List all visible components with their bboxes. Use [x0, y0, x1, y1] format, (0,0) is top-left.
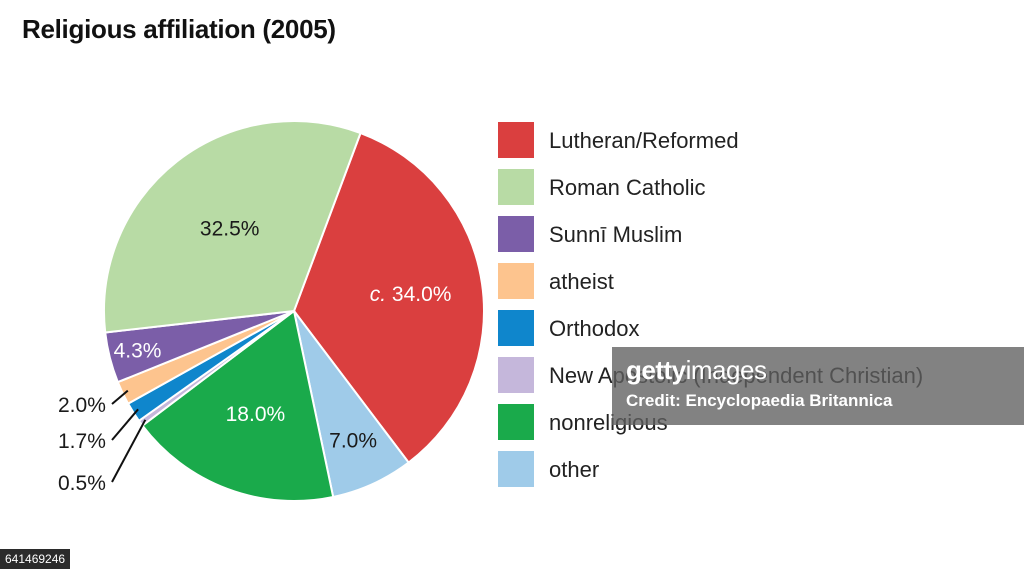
legend-swatch — [498, 451, 534, 487]
legend-label: Sunnī Muslim — [549, 222, 683, 247]
legend-item-atheist: atheist — [498, 263, 998, 303]
legend-swatch — [498, 263, 534, 299]
slice-label-4: 1.7% — [58, 430, 106, 453]
legend-item-roman-catholic: Roman Catholic — [498, 169, 998, 209]
slice-label-3: 0.5% — [58, 472, 106, 495]
getty-watermark: gettyimages Credit: Encyclopaedia Britan… — [612, 347, 1024, 425]
legend-swatch — [498, 122, 534, 158]
slice-label-1: 7.0% — [329, 430, 377, 453]
legend-label: other — [549, 457, 600, 482]
legend-label: atheist — [549, 269, 614, 294]
legend-swatch — [498, 404, 534, 440]
chart-title: Religious affiliation (2005) — [22, 14, 336, 44]
legend-label: Roman Catholic — [549, 175, 706, 200]
legend-item-other: other — [498, 451, 998, 491]
slice-label-6: 4.3% — [114, 340, 162, 363]
getty-logo: gettyimages — [626, 355, 767, 386]
slice-label-0: c. 34.0% — [370, 283, 452, 306]
leader-line-3 — [111, 419, 147, 483]
legend-label: Lutheran/Reformed — [549, 128, 739, 153]
leader-line-4 — [111, 408, 139, 441]
logo-text-images: images — [685, 355, 767, 385]
pie-slice-7 — [103, 119, 362, 334]
logo-text-getty: getty — [626, 355, 686, 385]
legend-label: Orthodox — [549, 316, 640, 341]
image-id-badge: 641469246 — [0, 549, 71, 569]
leader-line-5 — [111, 389, 129, 405]
pie-slice-2 — [141, 309, 335, 502]
credit-text: Credit: Encyclopaedia Britannica — [626, 391, 893, 410]
legend-swatch — [498, 216, 534, 252]
legend-item-sunni-muslim: Sunnī Muslim — [498, 216, 998, 256]
slice-label-2: 18.0% — [226, 403, 286, 426]
legend-swatch — [498, 357, 534, 393]
legend-item-orthodox: Orthodox — [498, 310, 998, 350]
legend-item-lutheran: Lutheran/Reformed — [498, 122, 998, 162]
legend-swatch — [498, 169, 534, 205]
slice-label-5: 2.0% — [58, 394, 106, 417]
slice-label-7: 32.5% — [200, 218, 260, 241]
pie-slice-0 — [292, 131, 485, 464]
legend-swatch — [498, 310, 534, 346]
